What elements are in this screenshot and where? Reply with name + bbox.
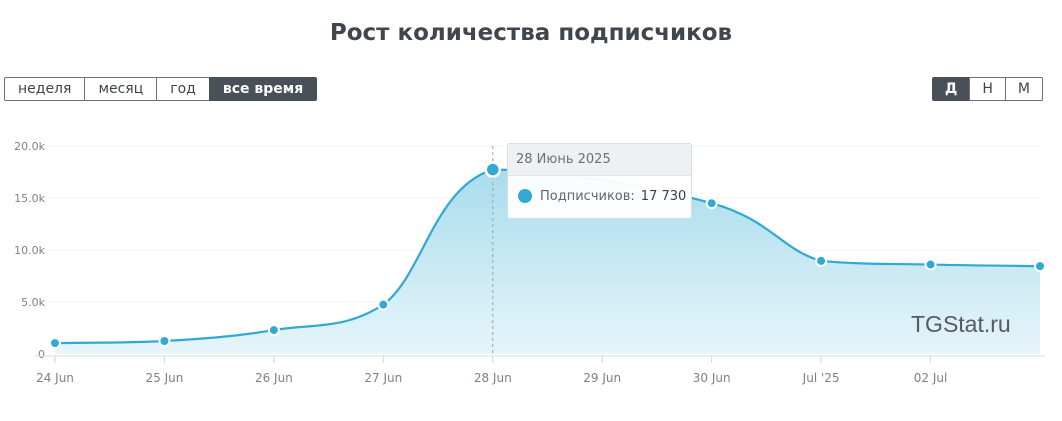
data-point[interactable]: [377, 298, 390, 311]
y-tick-label: 0: [38, 348, 45, 361]
data-point[interactable]: [1034, 260, 1046, 273]
y-tick-label: 20.0k: [14, 140, 45, 153]
period-selector: неделя месяц год все время: [4, 77, 318, 101]
tooltip-value: 17 730: [640, 189, 687, 204]
tooltip-series-label: Подписчиков:: [540, 189, 635, 204]
x-tick-label: 26 Jun: [255, 371, 293, 385]
y-tick-label: 5.0k: [21, 296, 45, 309]
series-marker-icon: [518, 188, 532, 203]
x-tick-label: 30 Jun: [693, 371, 731, 385]
watermark: TGStat.ru: [911, 311, 1011, 337]
chart-title: Рост количества подписчиков: [329, 20, 733, 46]
data-point[interactable]: [49, 337, 61, 350]
y-tick-label: 10.0k: [14, 244, 45, 257]
data-point[interactable]: [267, 324, 280, 337]
x-tick-label: 02 Jul: [914, 371, 948, 385]
y-tick-label: 15.0k: [14, 192, 45, 205]
period-button-2[interactable]: год: [156, 77, 210, 101]
x-tick-label: 29 Jun: [583, 371, 621, 385]
x-tick-label: 27 Jun: [364, 371, 402, 385]
x-tick-label: Jul '25: [802, 371, 840, 385]
axes: 0 5.0k 10.0k 15.0k 20.0k 24 Jun 25 Jun 26 Jun 27…: [14, 140, 1045, 385]
period-button-3[interactable]: все время: [208, 77, 318, 101]
data-point[interactable]: [158, 335, 171, 347]
x-tick-label: 28 Jun: [474, 371, 512, 385]
data-point[interactable]: [484, 161, 502, 178]
data-points: [49, 161, 1046, 350]
x-tick-label: 24 Jun: [36, 371, 74, 385]
tooltip-row: Подписчиков: 17 730: [508, 176, 691, 218]
granularity-button-2[interactable]: М: [1004, 77, 1043, 101]
series-area: [55, 169, 1040, 354]
data-point[interactable]: [924, 258, 937, 271]
data-tooltip: 28 Июнь 2025 Подписчиков: 17 730: [507, 143, 692, 219]
period-button-0[interactable]: неделя: [4, 77, 86, 101]
data-point[interactable]: [815, 254, 828, 267]
tooltip-date: 28 Июнь 2025: [508, 144, 691, 176]
data-point[interactable]: [705, 197, 718, 210]
x-tick-label: 25 Jun: [146, 371, 184, 385]
